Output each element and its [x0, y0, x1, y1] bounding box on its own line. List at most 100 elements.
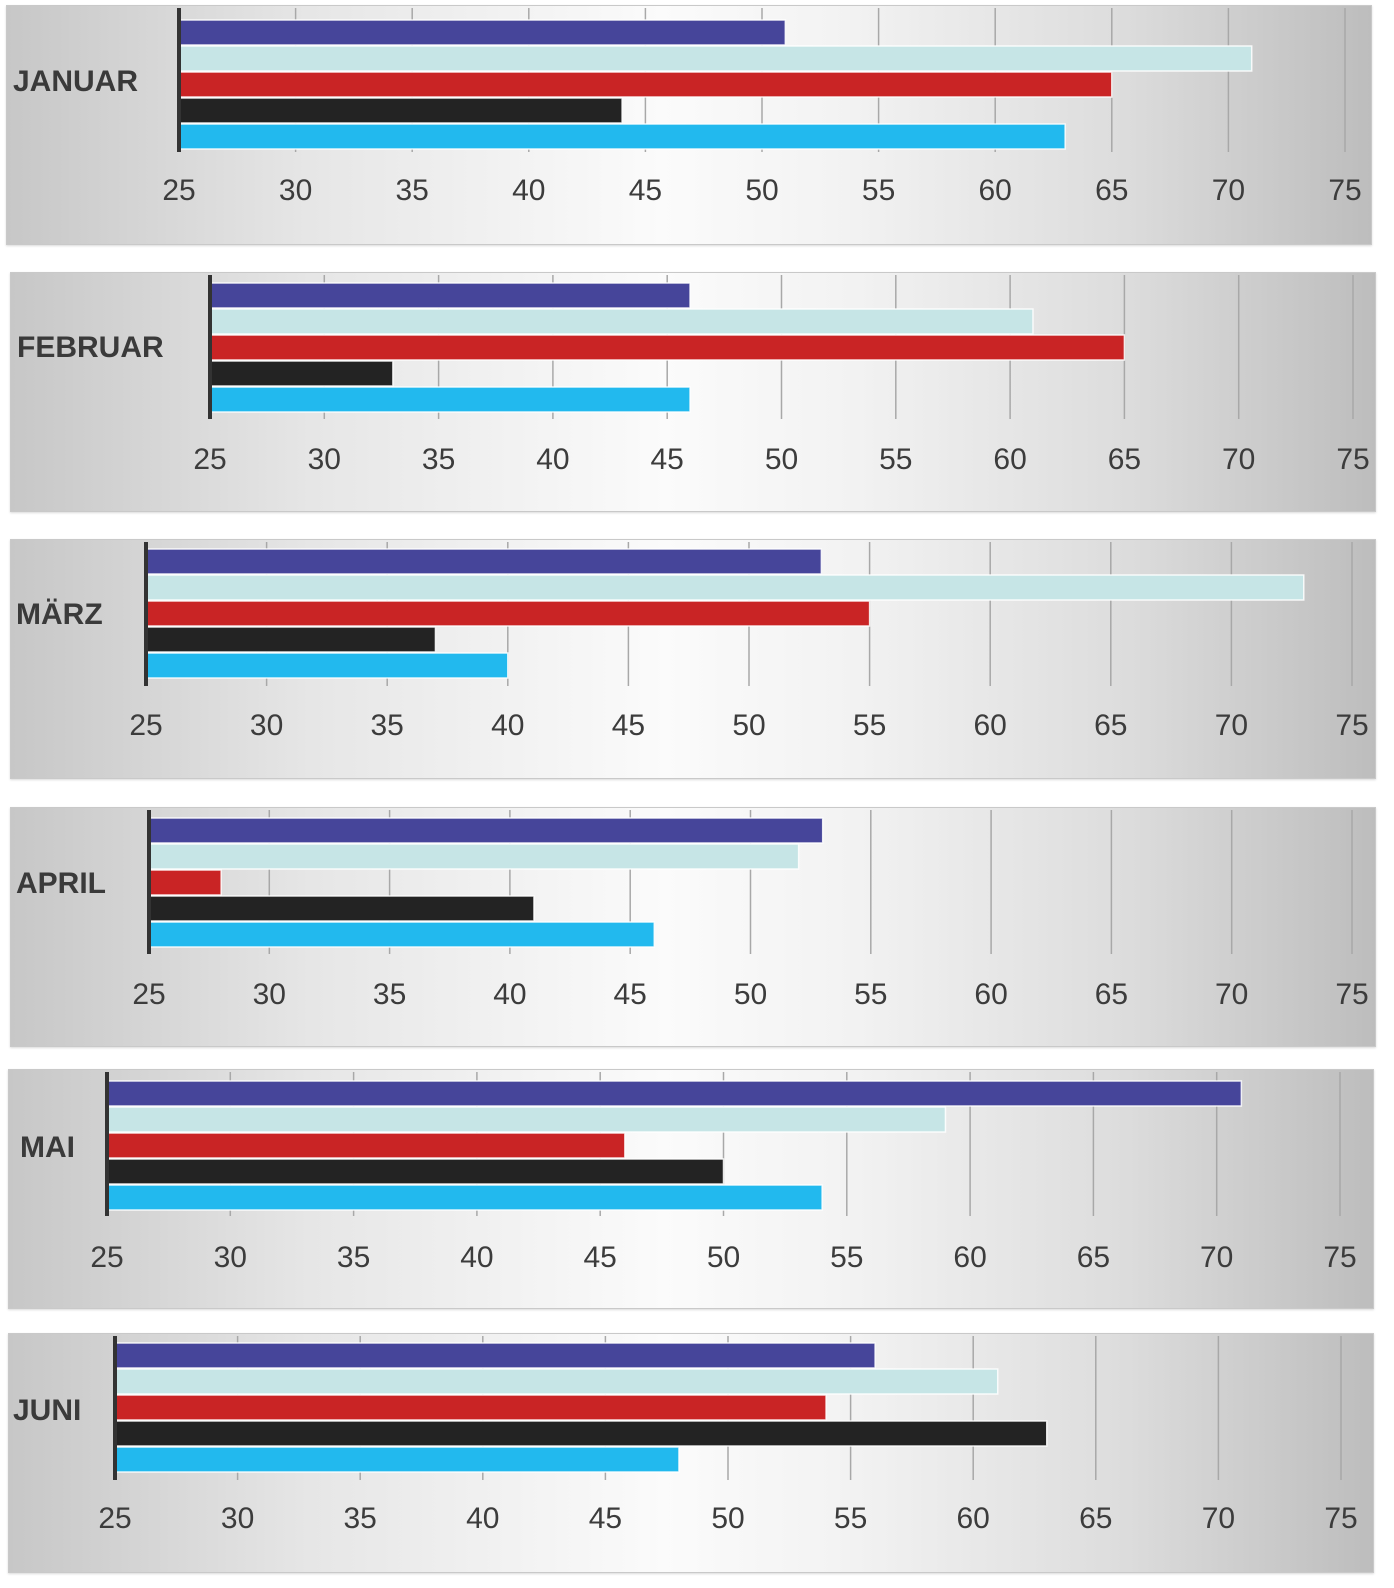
chart-svg-april: 25 30 35 40 45 50 55 60 65 70 75 APRIL — [16, 810, 1369, 1011]
x-tick-label: 65 — [1095, 978, 1128, 1011]
chart-panel-juni: 25 30 35 40 45 50 55 60 65 70 75 JUNI — [8, 1333, 1374, 1573]
x-tick-label: 50 — [707, 1241, 740, 1274]
x-tick-label: 30 — [308, 443, 341, 476]
x-tick-label: 75 — [1324, 1502, 1357, 1535]
x-tick-label: 75 — [1335, 978, 1368, 1011]
category-label-februar: FEBRUAR — [17, 331, 164, 364]
x-tick-label: 65 — [1108, 443, 1141, 476]
category-label-april: APRIL — [16, 867, 106, 900]
x-tick-label: 65 — [1079, 1502, 1112, 1535]
category-label-januar: JANUAR — [13, 65, 138, 98]
x-tick-label: 70 — [1215, 978, 1248, 1011]
x-tick-label: 55 — [862, 174, 895, 207]
bar-januar-series-4 — [178, 97, 623, 124]
x-tick-label: 55 — [830, 1241, 863, 1274]
x-tick-label: 55 — [854, 978, 887, 1011]
bar-februar-series-5 — [209, 386, 691, 413]
x-tick-label: 70 — [1202, 1502, 1235, 1535]
x-tick-label: 35 — [373, 978, 406, 1011]
x-tick-label: 25 — [98, 1502, 131, 1535]
category-label-mai: MAI — [20, 1131, 75, 1164]
bar-märz-series-1 — [145, 548, 823, 575]
chart-svg-juni: 25 30 35 40 45 50 55 60 65 70 75 JUNI — [13, 1336, 1358, 1535]
x-tick-label: 65 — [1077, 1241, 1110, 1274]
x-tick-label: 40 — [460, 1241, 493, 1274]
x-tick-label: 65 — [1095, 174, 1128, 207]
x-tick-label: 40 — [491, 709, 524, 742]
x-tick-label: 60 — [974, 978, 1007, 1011]
bar-juni-series-5 — [114, 1446, 680, 1473]
bar-april-series-3 — [148, 869, 222, 896]
chart-svg-februar: 25 30 35 40 45 50 55 60 65 70 75 FEBRUAR — [17, 275, 1370, 476]
x-tick-label: 45 — [629, 174, 662, 207]
x-tick-label: 60 — [953, 1241, 986, 1274]
x-tick-label: 70 — [1222, 443, 1255, 476]
x-tick-label: 45 — [589, 1502, 622, 1535]
x-tick-label: 35 — [422, 443, 455, 476]
x-tick-label: 35 — [344, 1502, 377, 1535]
bar-april-series-1 — [148, 817, 824, 844]
bar-märz-series-2 — [145, 574, 1305, 601]
bar-märz-series-3 — [145, 600, 871, 627]
x-tick-label: 60 — [974, 709, 1007, 742]
x-tick-label: 30 — [214, 1241, 247, 1274]
bar-märz-series-4 — [145, 626, 437, 653]
x-tick-label: 25 — [129, 709, 162, 742]
x-tick-label: 70 — [1200, 1241, 1233, 1274]
x-tick-label: 60 — [957, 1502, 990, 1535]
bar-februar-series-3 — [209, 334, 1126, 361]
x-tick-label: 30 — [221, 1502, 254, 1535]
x-tick-label: 55 — [879, 443, 912, 476]
bar-februar-series-2 — [209, 308, 1034, 335]
x-tick-label: 75 — [1336, 443, 1369, 476]
bar-april-series-5 — [148, 921, 656, 948]
bar-mai-series-1 — [106, 1080, 1243, 1107]
x-tick-label: 40 — [466, 1502, 499, 1535]
chart-panel-januar: 25 30 35 40 45 50 55 60 65 70 75 JANUAR — [6, 5, 1372, 245]
x-tick-label: 45 — [612, 709, 645, 742]
x-tick-label: 50 — [711, 1502, 744, 1535]
bar-märz-series-5 — [145, 652, 509, 679]
x-tick-label: 35 — [371, 709, 404, 742]
x-tick-label: 40 — [493, 978, 526, 1011]
bar-januar-series-1 — [178, 19, 787, 46]
chart-svg-mai: 25 30 35 40 45 50 55 60 65 70 75 MAI — [20, 1072, 1357, 1274]
x-tick-label: 45 — [614, 978, 647, 1011]
x-tick-label: 50 — [765, 443, 798, 476]
x-tick-label: 35 — [396, 174, 429, 207]
x-tick-label: 45 — [651, 443, 684, 476]
category-label-juni: JUNI — [13, 1394, 81, 1427]
x-tick-label: 65 — [1094, 709, 1127, 742]
category-label-märz: MÄRZ — [16, 598, 103, 631]
bar-juni-series-2 — [114, 1368, 999, 1395]
chart-panel-märz: 25 30 35 40 45 50 55 60 65 70 75 MÄRZ — [10, 539, 1376, 779]
x-tick-label: 75 — [1335, 709, 1368, 742]
chart-panel-februar: 25 30 35 40 45 50 55 60 65 70 75 FEBRUAR — [10, 272, 1376, 512]
x-tick-label: 60 — [993, 443, 1026, 476]
chart-panel-mai: 25 30 35 40 45 50 55 60 65 70 75 MAI — [8, 1069, 1374, 1309]
x-tick-label: 30 — [250, 709, 283, 742]
bar-januar-series-5 — [178, 123, 1066, 150]
bar-februar-series-1 — [209, 282, 691, 309]
bar-mai-series-4 — [106, 1158, 725, 1185]
x-tick-label: 60 — [979, 174, 1012, 207]
bar-mai-series-3 — [106, 1132, 626, 1159]
x-tick-label: 25 — [90, 1241, 123, 1274]
x-tick-label: 25 — [193, 443, 226, 476]
bar-mai-series-5 — [106, 1184, 823, 1211]
chart-panel-april: 25 30 35 40 45 50 55 60 65 70 75 APRIL — [10, 807, 1376, 1047]
x-tick-label: 50 — [732, 709, 765, 742]
chart-svg-januar: 25 30 35 40 45 50 55 60 65 70 75 JANUAR — [13, 8, 1362, 207]
bar-januar-series-2 — [178, 45, 1253, 72]
x-tick-label: 40 — [512, 174, 545, 207]
x-tick-label: 55 — [834, 1502, 867, 1535]
x-tick-label: 70 — [1215, 709, 1248, 742]
bar-april-series-2 — [148, 843, 800, 870]
bar-juni-series-1 — [114, 1342, 876, 1369]
x-tick-label: 55 — [853, 709, 886, 742]
bar-juni-series-4 — [114, 1420, 1048, 1447]
bar-januar-series-3 — [178, 71, 1113, 98]
x-tick-label: 75 — [1323, 1241, 1356, 1274]
chart-svg-märz: 25 30 35 40 45 50 55 60 65 70 75 MÄRZ — [16, 542, 1369, 742]
